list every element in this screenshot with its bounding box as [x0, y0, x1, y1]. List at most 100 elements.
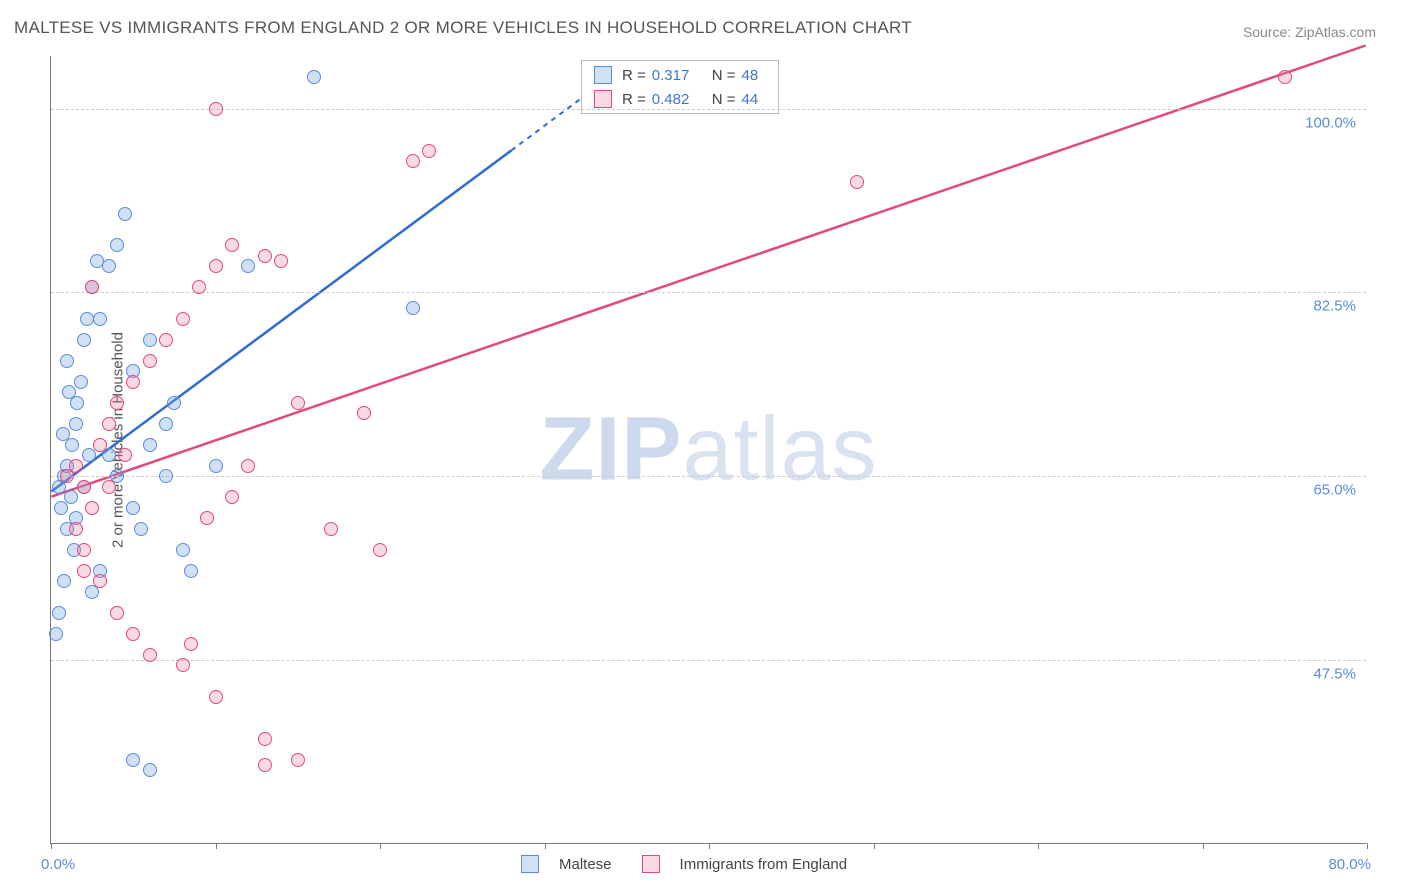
- data-point: [184, 564, 198, 578]
- data-point: [126, 375, 140, 389]
- data-point: [52, 606, 66, 620]
- data-point: [80, 312, 94, 326]
- data-point: [77, 333, 91, 347]
- data-point: [126, 501, 140, 515]
- legend-item: Immigrants from England: [642, 855, 848, 873]
- data-point: [241, 459, 255, 473]
- legend-label: Immigrants from England: [680, 856, 848, 873]
- trend-lines: [51, 56, 1366, 843]
- data-point: [274, 254, 288, 268]
- data-point: [159, 417, 173, 431]
- data-point: [69, 417, 83, 431]
- gridline: [51, 292, 1366, 293]
- y-tick-label: 47.5%: [1313, 666, 1356, 683]
- data-point: [176, 312, 190, 326]
- chart-title: MALTESE VS IMMIGRANTS FROM ENGLAND 2 OR …: [14, 18, 912, 38]
- data-point: [159, 469, 173, 483]
- data-point: [291, 753, 305, 767]
- data-point: [102, 259, 116, 273]
- x-axis-max-label: 80.0%: [1328, 856, 1371, 873]
- source-attribution: Source: ZipAtlas.com: [1243, 24, 1376, 40]
- data-point: [209, 459, 223, 473]
- data-point: [118, 207, 132, 221]
- data-point: [74, 375, 88, 389]
- data-point: [167, 396, 181, 410]
- legend-swatch: [521, 855, 539, 873]
- data-point: [176, 543, 190, 557]
- x-tick: [545, 843, 546, 849]
- data-point: [102, 417, 116, 431]
- data-point: [57, 574, 71, 588]
- data-point: [54, 501, 68, 515]
- data-point: [176, 658, 190, 672]
- data-point: [200, 511, 214, 525]
- series-legend: Maltese Immigrants from England: [521, 855, 847, 873]
- data-point: [118, 448, 132, 462]
- data-point: [134, 522, 148, 536]
- data-point: [65, 438, 79, 452]
- gridline: [51, 109, 1366, 110]
- legend-swatch: [642, 855, 660, 873]
- data-point: [225, 490, 239, 504]
- data-point: [126, 753, 140, 767]
- x-tick: [380, 843, 381, 849]
- x-axis-min-label: 0.0%: [41, 856, 75, 873]
- data-point: [159, 333, 173, 347]
- data-point: [422, 144, 436, 158]
- x-tick: [709, 843, 710, 849]
- data-point: [62, 385, 76, 399]
- data-point: [143, 648, 157, 662]
- gridline: [51, 476, 1366, 477]
- data-point: [225, 238, 239, 252]
- y-tick-label: 100.0%: [1305, 114, 1356, 131]
- plot-area: ZIPatlas R =0.317N =48R =0.482N =44 Malt…: [50, 56, 1366, 844]
- data-point: [373, 543, 387, 557]
- data-point: [324, 522, 338, 536]
- data-point: [357, 406, 371, 420]
- data-point: [77, 543, 91, 557]
- data-point: [126, 627, 140, 641]
- data-point: [85, 280, 99, 294]
- data-point: [77, 564, 91, 578]
- data-point: [93, 574, 107, 588]
- data-point: [143, 333, 157, 347]
- data-point: [1278, 70, 1292, 84]
- stats-row: R =0.317N =48: [582, 63, 778, 87]
- data-point: [258, 732, 272, 746]
- data-point: [56, 427, 70, 441]
- data-point: [258, 758, 272, 772]
- legend-item: Maltese: [521, 855, 612, 873]
- x-tick: [1203, 843, 1204, 849]
- data-point: [258, 249, 272, 263]
- stats-legend: R =0.317N =48R =0.482N =44: [581, 60, 779, 114]
- data-point: [209, 690, 223, 704]
- data-point: [406, 154, 420, 168]
- data-point: [102, 480, 116, 494]
- data-point: [93, 312, 107, 326]
- data-point: [85, 501, 99, 515]
- data-point: [241, 259, 255, 273]
- x-tick: [874, 843, 875, 849]
- data-point: [143, 354, 157, 368]
- x-tick: [1038, 843, 1039, 849]
- data-point: [110, 238, 124, 252]
- x-tick: [216, 843, 217, 849]
- data-point: [93, 438, 107, 452]
- data-point: [406, 301, 420, 315]
- series-swatch: [594, 90, 612, 108]
- data-point: [69, 459, 83, 473]
- stats-row: R =0.482N =44: [582, 87, 778, 111]
- watermark: ZIPatlas: [539, 398, 877, 501]
- data-point: [850, 175, 864, 189]
- data-point: [291, 396, 305, 410]
- y-tick-label: 82.5%: [1313, 298, 1356, 315]
- x-tick: [51, 843, 52, 849]
- data-point: [60, 354, 74, 368]
- data-point: [110, 606, 124, 620]
- data-point: [49, 627, 63, 641]
- gridline: [51, 660, 1366, 661]
- y-tick-label: 65.0%: [1313, 482, 1356, 499]
- data-point: [110, 396, 124, 410]
- data-point: [184, 637, 198, 651]
- series-swatch: [594, 66, 612, 84]
